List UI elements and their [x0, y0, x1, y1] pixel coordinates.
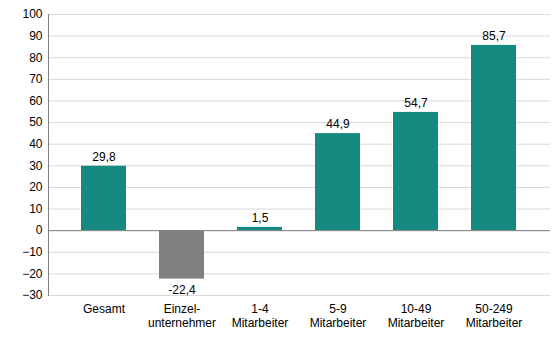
svg-text:1-4Mitarbeiter: 1-4Mitarbeiter	[232, 302, 289, 330]
svg-text:100: 100	[22, 7, 42, 21]
svg-text:Gesamt: Gesamt	[83, 302, 126, 316]
svg-text:50-249Mitarbeiter: 50-249Mitarbeiter	[466, 302, 523, 330]
svg-text:80: 80	[29, 51, 43, 65]
svg-text:54,7: 54,7	[404, 96, 428, 110]
svg-text:0: 0	[36, 223, 43, 237]
svg-text:40: 40	[29, 137, 43, 151]
svg-text:29,8: 29,8	[92, 150, 116, 164]
svg-text:30: 30	[29, 159, 43, 173]
svg-text:10: 10	[29, 202, 43, 216]
svg-text:Einzel-unternehmer: Einzel-unternehmer	[148, 302, 216, 330]
svg-text:5-9Mitarbeiter: 5-9Mitarbeiter	[310, 302, 367, 330]
svg-text:-22,4: -22,4	[168, 283, 196, 297]
svg-text:44,9: 44,9	[326, 117, 350, 131]
svg-text:−10: −10	[22, 245, 43, 259]
svg-text:50: 50	[29, 115, 43, 129]
svg-text:90: 90	[29, 29, 43, 43]
svg-text:20: 20	[29, 180, 43, 194]
svg-text:−20: −20	[22, 267, 43, 281]
svg-text:60: 60	[29, 94, 43, 108]
svg-text:10-49Mitarbeiter: 10-49Mitarbeiter	[388, 302, 445, 330]
svg-text:85,7: 85,7	[482, 29, 506, 43]
svg-text:70: 70	[29, 72, 43, 86]
svg-text:−30: −30	[22, 288, 43, 302]
svg-text:1,5: 1,5	[252, 211, 269, 225]
